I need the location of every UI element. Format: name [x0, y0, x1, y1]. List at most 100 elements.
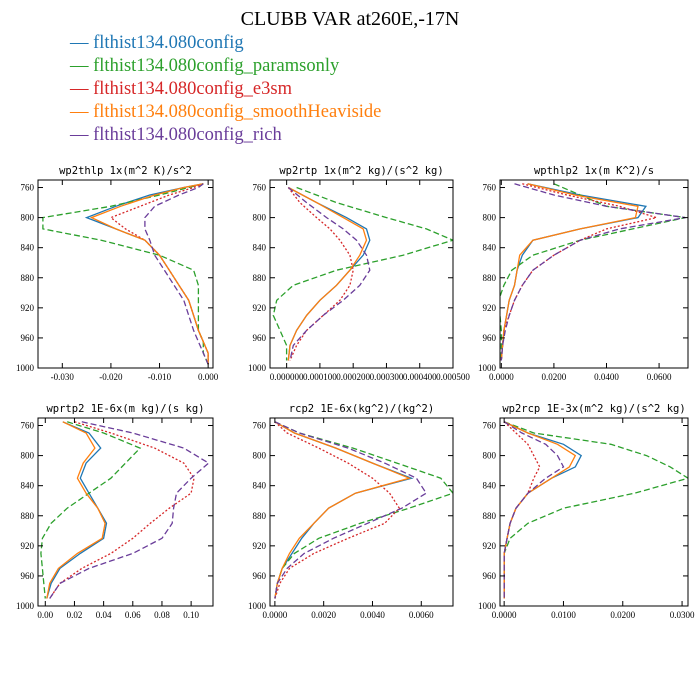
x-tick-label: 0.0000 [492, 610, 517, 620]
y-tick-label: 800 [483, 451, 497, 461]
series-line-4 [287, 186, 368, 361]
x-tick-label: 0.0400 [594, 372, 619, 382]
series-line-5 [287, 186, 371, 361]
y-tick-label: 960 [483, 333, 497, 343]
x-tick-label: 0.0000 [489, 372, 514, 382]
series-line-3 [49, 421, 195, 599]
y-tick-label: 880 [253, 273, 267, 283]
y-tick-label: 760 [21, 183, 35, 193]
y-tick-label: 840 [253, 481, 267, 491]
series-line-5 [144, 183, 209, 365]
x-tick-label: -0.030 [51, 372, 75, 382]
y-tick-label: 920 [483, 303, 497, 313]
y-tick-label: 840 [253, 243, 267, 253]
series-line-4 [503, 421, 577, 599]
series-line-2 [40, 421, 142, 599]
panel-title: wprtp2 1E-6x(m kg)/(s kg) [46, 403, 204, 415]
y-tick-label: 760 [253, 421, 267, 431]
x-tick-label: 0.0000 [263, 610, 288, 620]
y-tick-label: 800 [21, 213, 35, 223]
legend-item: — flthist134.080config [70, 33, 244, 53]
series-line-1 [274, 421, 414, 599]
y-tick-label: 1000 [478, 363, 497, 373]
series-line-4 [500, 183, 639, 361]
panel-title: wp2rcp 1E-3x(m^2 kg)/(s^2 kg) [502, 403, 685, 415]
x-tick-label: -0.020 [99, 372, 123, 382]
series-line-3 [274, 421, 401, 599]
x-tick-label: 0.0600 [647, 372, 672, 382]
y-tick-label: 920 [253, 303, 267, 313]
y-tick-label: 920 [483, 541, 497, 551]
y-tick-label: 760 [21, 421, 35, 431]
series-line-2 [503, 421, 688, 599]
x-tick-label: 0.000400 [403, 372, 437, 382]
y-tick-label: 1000 [16, 363, 35, 373]
y-tick-label: 960 [21, 333, 35, 343]
x-tick-label: 0.06 [125, 610, 141, 620]
plot-frame [269, 179, 454, 369]
x-tick-label: 0.000300 [370, 372, 404, 382]
y-tick-label: 1000 [248, 601, 267, 611]
panel-title: wp2thlp 1x(m^2 K)/s^2 [59, 165, 192, 177]
y-tick-label: 960 [253, 333, 267, 343]
plot-frame [269, 417, 454, 607]
plot-frame [37, 179, 214, 369]
panel-title: wp2rtp 1x(m^2 kg)/(s^2 kg) [279, 165, 443, 177]
y-tick-label: 800 [253, 451, 267, 461]
y-tick-label: 960 [21, 571, 35, 581]
y-tick-label: 1000 [16, 601, 35, 611]
series-line-4 [274, 421, 412, 599]
series-line-3 [503, 421, 541, 599]
series-line-5 [49, 421, 210, 599]
y-tick-label: 840 [21, 243, 35, 253]
series-line-2 [272, 186, 453, 361]
x-tick-label: 0.04 [96, 610, 112, 620]
y-tick-label: 920 [21, 541, 35, 551]
y-tick-label: 840 [483, 243, 497, 253]
x-tick-label: 0.10 [183, 610, 199, 620]
y-tick-label: 880 [21, 273, 35, 283]
x-tick-label: 0.02 [67, 610, 83, 620]
y-tick-label: 760 [483, 183, 497, 193]
series-line-4 [46, 421, 106, 599]
y-tick-label: 800 [253, 213, 267, 223]
y-tick-label: 960 [483, 571, 497, 581]
y-tick-label: 1000 [248, 363, 267, 373]
x-tick-label: 0.0200 [610, 610, 635, 620]
x-tick-label: 0.0060 [409, 610, 434, 620]
legend-item: — flthist134.080config_smoothHeaviside [70, 102, 382, 122]
series-line-1 [84, 183, 209, 365]
plot-frame [37, 417, 214, 607]
x-tick-label: 0.000000 [270, 372, 304, 382]
page-title: CLUBB VAR at260E,-17N [240, 8, 460, 30]
series-line-3 [109, 183, 209, 365]
y-tick-label: 920 [21, 303, 35, 313]
y-tick-label: 880 [483, 511, 497, 521]
series-line-2 [274, 421, 453, 599]
x-tick-label: 0.0040 [360, 610, 385, 620]
series-line-5 [503, 421, 565, 599]
series-line-2 [42, 183, 209, 365]
series-line-5 [274, 421, 428, 599]
x-tick-label: 0.000500 [436, 372, 470, 382]
y-tick-label: 1000 [478, 601, 497, 611]
series-line-1 [500, 183, 648, 361]
y-tick-label: 880 [253, 511, 267, 521]
y-tick-label: 960 [253, 571, 267, 581]
x-tick-label: 0.0020 [311, 610, 336, 620]
y-tick-label: 800 [21, 451, 35, 461]
panel-title: rcp2 1E-6x(kg^2)/(kg^2) [289, 403, 434, 415]
legend-item: — flthist134.080config_paramsonly [70, 56, 340, 76]
y-tick-label: 840 [483, 481, 497, 491]
x-tick-label: 0.0300 [670, 610, 695, 620]
legend: — flthist134.080config — flthist134.080c… [70, 32, 381, 147]
series-line-1 [287, 186, 371, 361]
series-line-2 [500, 183, 686, 361]
x-tick-label: 0.000 [198, 372, 219, 382]
legend-item: — flthist134.080config_rich [70, 125, 282, 145]
plot-frame [499, 417, 689, 607]
y-tick-label: 840 [21, 481, 35, 491]
